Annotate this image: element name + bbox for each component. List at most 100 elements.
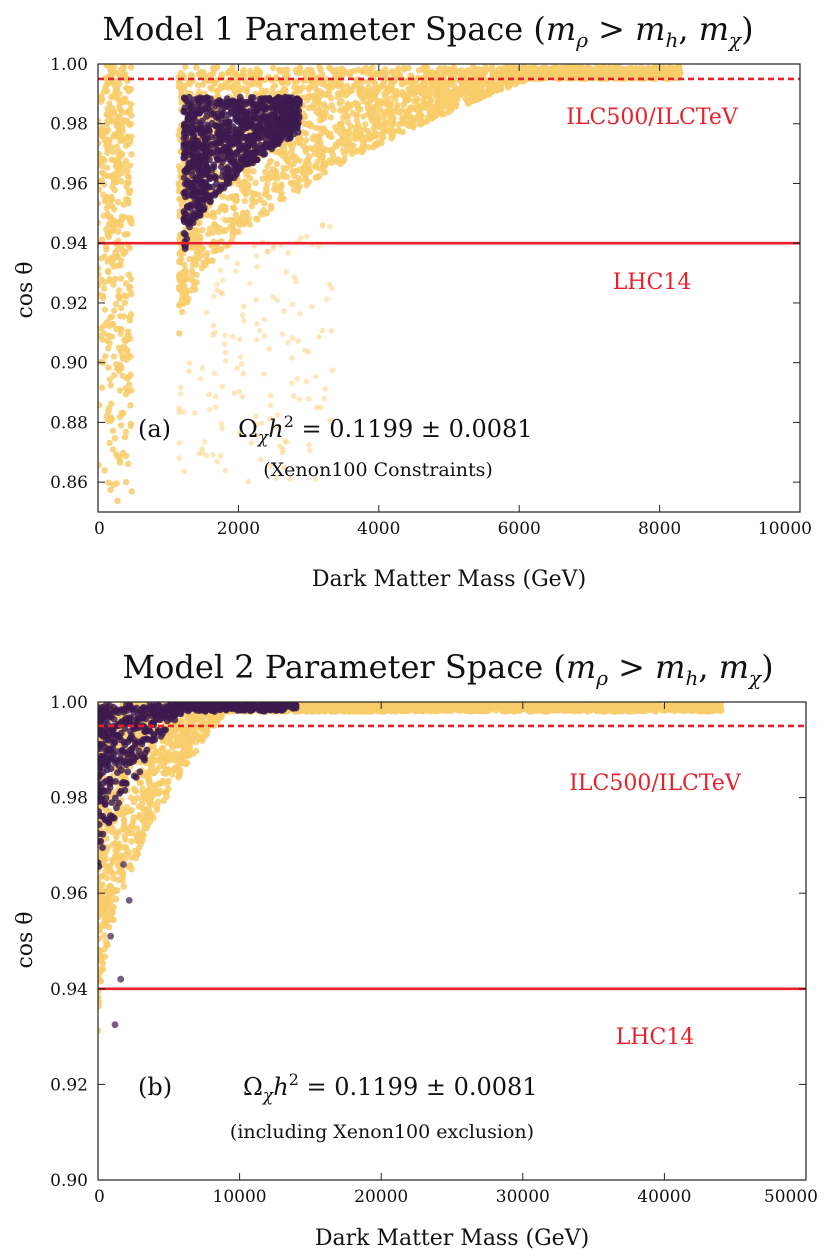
data-point-yellow <box>198 376 204 382</box>
data-point-yellow <box>98 151 102 158</box>
data-point-purple <box>181 148 189 156</box>
data-point-yellow <box>625 71 633 78</box>
data-point-yellow <box>278 182 285 189</box>
data-point-purple <box>196 95 204 103</box>
data-point-yellow <box>294 138 301 145</box>
data-point-yellow <box>128 216 135 223</box>
data-point-yellow <box>545 70 553 78</box>
data-point-yellow <box>195 88 203 95</box>
data-point-yellow <box>295 338 301 344</box>
data-point-purple <box>187 115 194 123</box>
data-point-yellow <box>114 166 121 173</box>
data-point-yellow <box>100 330 108 337</box>
data-point-yellow <box>122 391 130 398</box>
data-point-yellow <box>176 405 182 412</box>
data-point-yellow <box>98 276 106 284</box>
data-point-yellow <box>305 85 312 93</box>
data-point-yellow <box>280 164 287 171</box>
data-point-yellow <box>543 66 551 73</box>
data-point-yellow <box>241 197 248 205</box>
data-point-yellow <box>238 185 246 192</box>
data-point-yellow <box>327 417 333 423</box>
data-point-purple <box>202 154 210 162</box>
data-point-yellow <box>301 113 308 121</box>
data-point-yellow <box>449 68 457 75</box>
data-point-yellow <box>348 101 355 109</box>
data-point-yellow <box>214 281 220 288</box>
y-tick-label: 0.98 <box>50 115 88 135</box>
data-point-yellow <box>103 874 111 882</box>
data-point-yellow <box>509 68 516 76</box>
data-point-yellow <box>98 157 104 165</box>
data-point-yellow <box>203 257 211 265</box>
x-tick-label: 0 <box>94 519 105 539</box>
data-point-yellow <box>245 479 252 485</box>
data-point-yellow <box>409 88 416 96</box>
data-point-yellow <box>220 216 226 222</box>
data-point-purple <box>234 115 241 122</box>
data-point-yellow <box>123 478 130 486</box>
data-point-yellow <box>319 89 326 97</box>
data-point-yellow <box>116 459 124 466</box>
data-point-yellow <box>426 109 434 116</box>
data-point-purple <box>233 170 241 178</box>
data-point-yellow <box>98 139 102 147</box>
data-point-yellow <box>98 200 102 207</box>
data-point-yellow <box>100 88 108 95</box>
data-point-yellow <box>98 271 102 278</box>
data-point-yellow <box>266 346 273 352</box>
data-point-yellow <box>350 142 357 149</box>
data-point-purple <box>183 179 191 187</box>
data-point-yellow <box>329 151 337 159</box>
data-point-purple <box>269 125 277 133</box>
data-point-yellow <box>318 404 324 411</box>
data-point-yellow <box>98 461 102 469</box>
data-point-yellow <box>119 449 127 457</box>
data-point-purple <box>260 151 267 158</box>
data-point-yellow <box>472 65 479 73</box>
data-point-purple <box>196 177 204 185</box>
data-point-yellow <box>268 392 274 399</box>
data-point-yellow <box>259 90 266 97</box>
data-point-yellow <box>248 203 256 210</box>
data-point-yellow <box>263 188 270 196</box>
data-point-yellow <box>186 360 193 366</box>
data-point-yellow <box>258 420 265 426</box>
data-point-yellow <box>232 211 239 218</box>
data-point-yellow <box>336 121 343 128</box>
data-point-yellow <box>326 157 333 164</box>
data-point-yellow <box>396 128 403 135</box>
data-point-purple <box>214 129 222 137</box>
data-point-yellow <box>222 206 229 213</box>
data-point-yellow <box>210 451 216 458</box>
data-point-yellow <box>266 158 274 166</box>
data-point-yellow <box>240 371 247 377</box>
data-point-yellow <box>353 117 361 124</box>
data-point-yellow <box>281 87 288 94</box>
data-point-yellow <box>230 216 237 224</box>
data-point-yellow <box>108 144 115 151</box>
data-point-yellow <box>404 112 411 119</box>
data-point-yellow <box>323 146 331 153</box>
data-point-yellow <box>107 64 114 70</box>
data-point-yellow <box>119 372 127 380</box>
data-point-yellow <box>103 225 110 233</box>
data-point-yellow <box>124 328 132 335</box>
data-point-yellow <box>332 141 340 148</box>
data-point-yellow <box>320 115 327 122</box>
data-point-yellow <box>561 64 569 72</box>
data-point-yellow <box>181 84 188 91</box>
data-point-yellow <box>239 312 246 318</box>
data-point-purple <box>208 166 216 174</box>
data-point-yellow <box>273 160 281 168</box>
data-point-yellow <box>104 337 111 345</box>
data-point-yellow <box>312 373 319 380</box>
data-point-purple <box>181 245 189 253</box>
data-point-purple <box>218 111 226 118</box>
data-point-yellow <box>101 171 108 179</box>
data-point-purple <box>186 105 194 113</box>
data-point-yellow <box>289 380 295 387</box>
data-point-purple <box>249 149 256 157</box>
data-point-yellow <box>289 355 295 361</box>
data-point-yellow <box>343 104 350 112</box>
